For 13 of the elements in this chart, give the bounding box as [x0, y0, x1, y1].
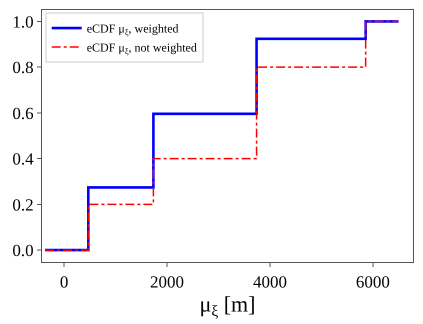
- x-tick-label: 0: [60, 272, 68, 292]
- x-tick-label: 2000: [150, 272, 184, 292]
- y-tick-label: 1.0: [12, 12, 34, 32]
- x-tick-label: 6000: [356, 272, 390, 292]
- y-tick-label: 0.8: [12, 58, 34, 78]
- x-axis-title: μ$_{ξ}$ [m]: [200, 291, 256, 320]
- x-tick-label: 4000: [252, 272, 287, 292]
- legend-label: eCDF μ$_{ξ}$, weighted: [86, 22, 179, 38]
- y-tick-label: 0.2: [12, 195, 34, 214]
- legend-label: eCDF μ$_{ξ}$, not weighted: [86, 40, 197, 56]
- y-tick-label: 0.4: [12, 150, 34, 169]
- y-tick-label: 0.6: [12, 104, 34, 123]
- y-tick-label: 0.0: [12, 241, 34, 260]
